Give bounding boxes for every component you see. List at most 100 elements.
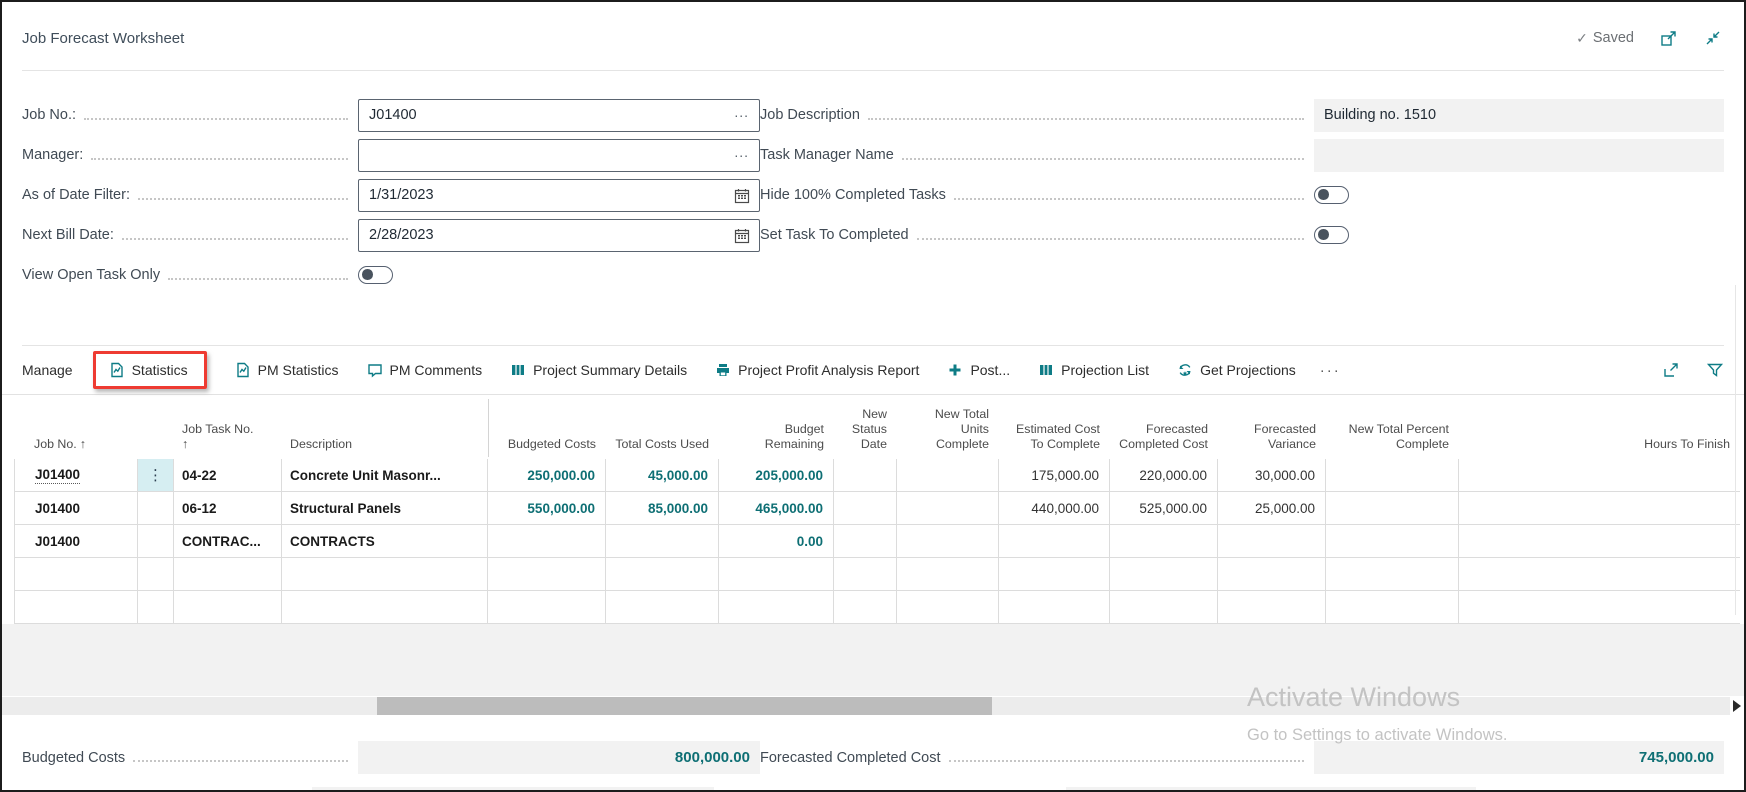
dotted-leader — [138, 191, 348, 200]
cell-description[interactable]: CONTRACTS — [282, 525, 488, 558]
dotted-leader — [91, 151, 348, 160]
cell-new-total-percent-complete[interactable] — [1326, 492, 1459, 525]
cell-estimated-cost-to-complete[interactable]: 175,000.00 — [999, 459, 1110, 492]
cell-hours-to-finish[interactable] — [1459, 492, 1740, 525]
cell-budgeted-costs[interactable] — [488, 525, 606, 558]
post-button[interactable]: Post... — [947, 362, 1010, 378]
col-header-new-total-percent-complete[interactable]: New Total Percent Complete — [1326, 395, 1459, 459]
get-projections-button[interactable]: Get Projections — [1177, 362, 1296, 378]
as-of-date-field[interactable]: 1/31/2023 — [358, 179, 760, 212]
pm-comments-button[interactable]: PM Comments — [367, 362, 483, 378]
table-row-empty[interactable] — [14, 558, 1740, 591]
assist-edit-icon[interactable]: ... — [734, 144, 749, 160]
scrollbar-thumb[interactable] — [377, 697, 992, 715]
budgeted-costs-total-field: 800,000.00 — [358, 741, 760, 774]
calendar-icon[interactable] — [733, 187, 751, 205]
dotted-leader — [868, 111, 1304, 120]
cell-total-costs-used[interactable]: 45,000.00 — [606, 459, 719, 492]
cell-estimated-cost-to-complete[interactable] — [999, 525, 1110, 558]
manage-menu[interactable]: Manage — [22, 362, 73, 378]
next-bill-date-field[interactable]: 2/28/2023 — [358, 219, 760, 252]
job-no-field[interactable]: J01400 ... — [358, 99, 760, 132]
cell-forecasted-completed-cost[interactable] — [1110, 525, 1218, 558]
cell-new-status-date[interactable] — [834, 492, 897, 525]
pm-statistics-button[interactable]: PM Statistics — [235, 362, 339, 378]
cell-hours-to-finish[interactable] — [1459, 459, 1740, 492]
cell-budget-remaining[interactable]: 0.00 — [719, 525, 834, 558]
cell-forecasted-variance[interactable]: 25,000.00 — [1218, 492, 1326, 525]
row-menu-cell[interactable] — [138, 492, 174, 525]
table-row-empty[interactable] — [14, 591, 1740, 624]
cell-forecasted-variance[interactable]: 30,000.00 — [1218, 459, 1326, 492]
col-header-job-no[interactable]: Job No.↑ — [14, 395, 138, 459]
popout-icon[interactable] — [1660, 29, 1678, 47]
cell-job-task-no[interactable]: 06-12 — [174, 492, 282, 525]
cell-new-status-date[interactable] — [834, 459, 897, 492]
share-icon[interactable] — [1662, 361, 1680, 379]
cell-job-task-no[interactable]: 04-22 — [174, 459, 282, 492]
table-row[interactable]: J01400 06-12 Structural Panels 550,000.0… — [14, 492, 1740, 525]
project-profit-analysis-report-label: Project Profit Analysis Report — [738, 362, 919, 378]
cell-description[interactable]: Concrete Unit Masonr... — [282, 459, 488, 492]
cell-new-total-percent-complete[interactable] — [1326, 525, 1459, 558]
cell-new-total-units-complete[interactable] — [897, 459, 999, 492]
cell-description[interactable]: Structural Panels — [282, 492, 488, 525]
col-header-description[interactable]: Description — [282, 395, 488, 459]
collapse-icon[interactable] — [1704, 29, 1722, 47]
set-task-completed-toggle[interactable] — [1314, 226, 1349, 244]
col-header-forecasted-completed-cost[interactable]: Forecasted Completed Cost — [1110, 395, 1218, 459]
col-header-new-total-units-complete[interactable]: New Total Units Complete — [897, 395, 999, 459]
pm-statistics-label: PM Statistics — [258, 362, 339, 378]
col-header-new-status-date[interactable]: New Status Date — [834, 395, 897, 459]
project-profit-analysis-report-button[interactable]: Project Profit Analysis Report — [715, 362, 919, 378]
col-header-total-costs-used[interactable]: Total Costs Used — [606, 395, 719, 459]
col-header-job-task-no[interactable]: Job Task No.↑ — [174, 395, 282, 459]
cell-hours-to-finish[interactable] — [1459, 525, 1740, 558]
project-summary-details-label: Project Summary Details — [533, 362, 687, 378]
cell-job-task-no[interactable]: CONTRAC... — [174, 525, 282, 558]
more-actions-button[interactable]: ··· — [1320, 362, 1341, 379]
col-header-budget-remaining[interactable]: Budget Remaining — [719, 395, 834, 459]
table-row[interactable]: J01400 CONTRAC... CONTRACTS 0.00 — [14, 525, 1740, 558]
as-of-date-label: As of Date Filter: — [22, 187, 130, 203]
filter-icon[interactable] — [1706, 361, 1724, 379]
statistics-button-highlighted[interactable]: Statistics — [93, 351, 207, 389]
cell-budgeted-costs[interactable]: 250,000.00 — [488, 459, 606, 492]
cell-job-no[interactable]: J01400 — [14, 525, 138, 558]
cell-forecasted-variance[interactable] — [1218, 525, 1326, 558]
cell-new-status-date[interactable] — [834, 525, 897, 558]
cell-budget-remaining[interactable]: 205,000.00 — [719, 459, 834, 492]
cell-total-costs-used[interactable]: 85,000.00 — [606, 492, 719, 525]
table-row[interactable]: J01400 ⋮ 04-22 Concrete Unit Masonr... 2… — [14, 459, 1740, 492]
row-menu-button[interactable]: ⋮ — [138, 459, 174, 492]
hide-completed-tasks-toggle[interactable] — [1314, 186, 1349, 204]
cell-new-total-units-complete[interactable] — [897, 492, 999, 525]
projection-list-button[interactable]: Projection List — [1038, 362, 1149, 378]
cell-job-no[interactable]: J01400 — [14, 492, 138, 525]
manager-field[interactable]: ... — [358, 139, 760, 172]
cell-job-no[interactable]: J01400 — [14, 459, 138, 492]
col-header-hours-to-finish[interactable]: Hours To Finish — [1459, 395, 1740, 459]
assist-edit-icon[interactable]: ... — [734, 104, 749, 120]
job-no-label: Job No.: — [22, 107, 76, 123]
cell-total-costs-used[interactable] — [606, 525, 719, 558]
col-header-estimated-cost-to-complete[interactable]: Estimated Cost To Complete — [999, 395, 1110, 459]
calendar-icon[interactable] — [733, 227, 751, 245]
cell-estimated-cost-to-complete[interactable]: 440,000.00 — [999, 492, 1110, 525]
check-icon: ✓ — [1576, 30, 1588, 47]
row-menu-cell[interactable] — [138, 525, 174, 558]
horizontal-scrollbar[interactable] — [2, 696, 1744, 716]
cell-forecasted-completed-cost[interactable]: 220,000.00 — [1110, 459, 1218, 492]
cell-budgeted-costs[interactable]: 550,000.00 — [488, 492, 606, 525]
sort-asc-icon: ↑ — [80, 437, 86, 451]
col-header-budgeted-costs[interactable]: Budgeted Costs — [488, 395, 606, 459]
cell-forecasted-completed-cost[interactable]: 525,000.00 — [1110, 492, 1218, 525]
scroll-right-arrow-icon[interactable] — [1733, 700, 1741, 712]
col-header-forecasted-variance[interactable]: Forecasted Variance — [1218, 395, 1326, 459]
cell-budget-remaining[interactable]: 465,000.00 — [719, 492, 834, 525]
project-summary-details-button[interactable]: Project Summary Details — [510, 362, 687, 378]
cell-new-total-percent-complete[interactable] — [1326, 459, 1459, 492]
view-open-task-only-toggle[interactable] — [358, 266, 393, 284]
cell-new-total-units-complete[interactable] — [897, 525, 999, 558]
forecasted-completed-cost-total-value: 745,000.00 — [1639, 749, 1714, 766]
